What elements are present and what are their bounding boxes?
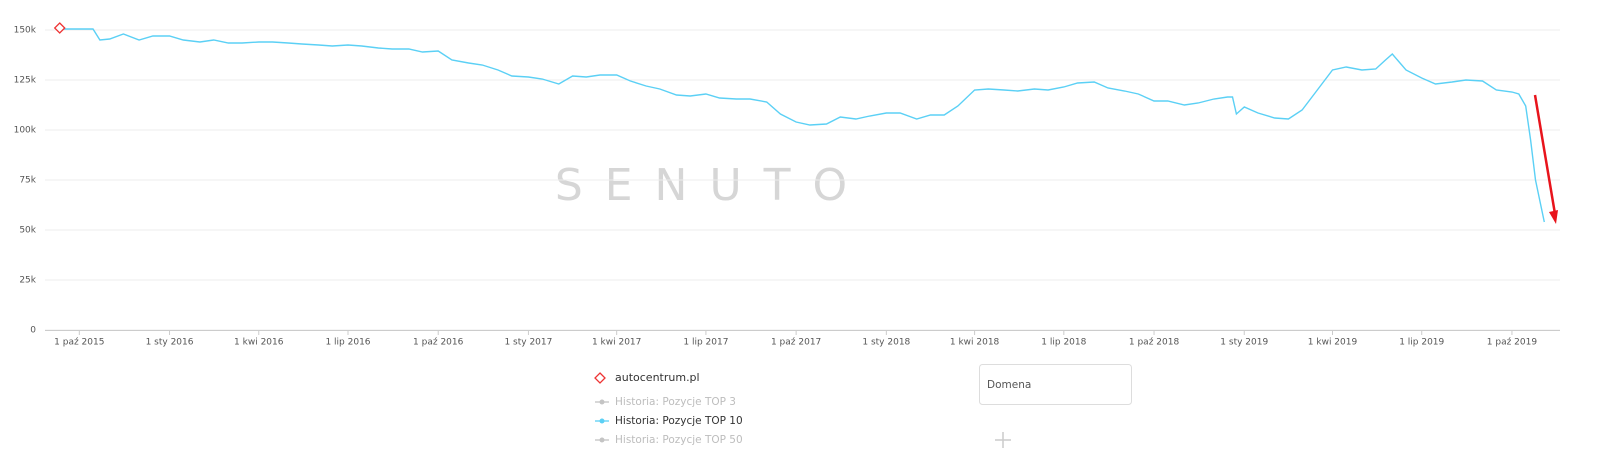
y-tick-label: 75k bbox=[19, 176, 36, 186]
x-tick-label: 1 sty 2016 bbox=[146, 338, 194, 348]
add-button[interactable] bbox=[995, 432, 1011, 448]
x-tick-label: 1 lip 2018 bbox=[1041, 338, 1086, 348]
x-tick-label: 1 kwi 2019 bbox=[1308, 338, 1358, 348]
annotation-arrowhead bbox=[1549, 210, 1558, 224]
watermark: SENUTO bbox=[555, 160, 869, 211]
x-tick-label: 1 sty 2017 bbox=[504, 338, 552, 348]
x-tick-label: 1 lip 2016 bbox=[325, 338, 370, 348]
y-tick-label: 125k bbox=[14, 76, 37, 86]
domain-icon bbox=[594, 372, 606, 384]
domain-input[interactable] bbox=[979, 364, 1132, 405]
plot: 0 25k 50k 75k 100k 125k 150k 1 paź 2015 1 sty 20… bbox=[14, 22, 1560, 348]
domain-label: autocentrum.pl bbox=[615, 371, 700, 384]
legend-icon-dot bbox=[599, 418, 605, 424]
x-tick-label: 1 sty 2019 bbox=[1220, 338, 1268, 348]
series-line bbox=[59, 27, 1545, 223]
x-tick-label: 1 paź 2016 bbox=[413, 338, 464, 348]
x-tick-label: 1 kwi 2016 bbox=[234, 338, 284, 348]
legend-icon-dot bbox=[599, 399, 605, 405]
x-tick-label: 1 sty 2018 bbox=[862, 338, 910, 348]
x-tick-label: 1 paź 2019 bbox=[1487, 338, 1538, 348]
y-tick-label: 100k bbox=[14, 126, 37, 136]
x-tick-label: 1 paź 2018 bbox=[1129, 338, 1180, 348]
legend-entry[interactable]: Historia: Pozycje TOP 3 bbox=[615, 396, 736, 408]
x-tick-label: 1 lip 2017 bbox=[683, 338, 728, 348]
legend-entry[interactable]: Historia: Pozycje TOP 50 bbox=[615, 434, 743, 446]
x-tick-label: 1 kwi 2017 bbox=[592, 338, 641, 348]
start-marker bbox=[53, 22, 66, 34]
x-tick-label: 1 kwi 2018 bbox=[950, 338, 1000, 348]
x-tick-label: 1 lip 2019 bbox=[1399, 338, 1444, 348]
y-tick-label: 150k bbox=[14, 26, 37, 36]
y-tick-label: 25k bbox=[19, 276, 36, 286]
x-tick-label: 1 paź 2015 bbox=[54, 338, 104, 348]
legend-icon-dot bbox=[599, 437, 605, 443]
input-placeholder: Domena bbox=[987, 379, 1031, 391]
legend-entry[interactable]: Historia: Pozycje TOP 10 bbox=[615, 415, 743, 427]
y-tick-label: 50k bbox=[19, 226, 36, 236]
y-tick-label: 0 bbox=[30, 326, 36, 336]
annotation-arrow bbox=[1533, 94, 1557, 215]
x-tick-label: 1 paź 2017 bbox=[771, 338, 821, 348]
